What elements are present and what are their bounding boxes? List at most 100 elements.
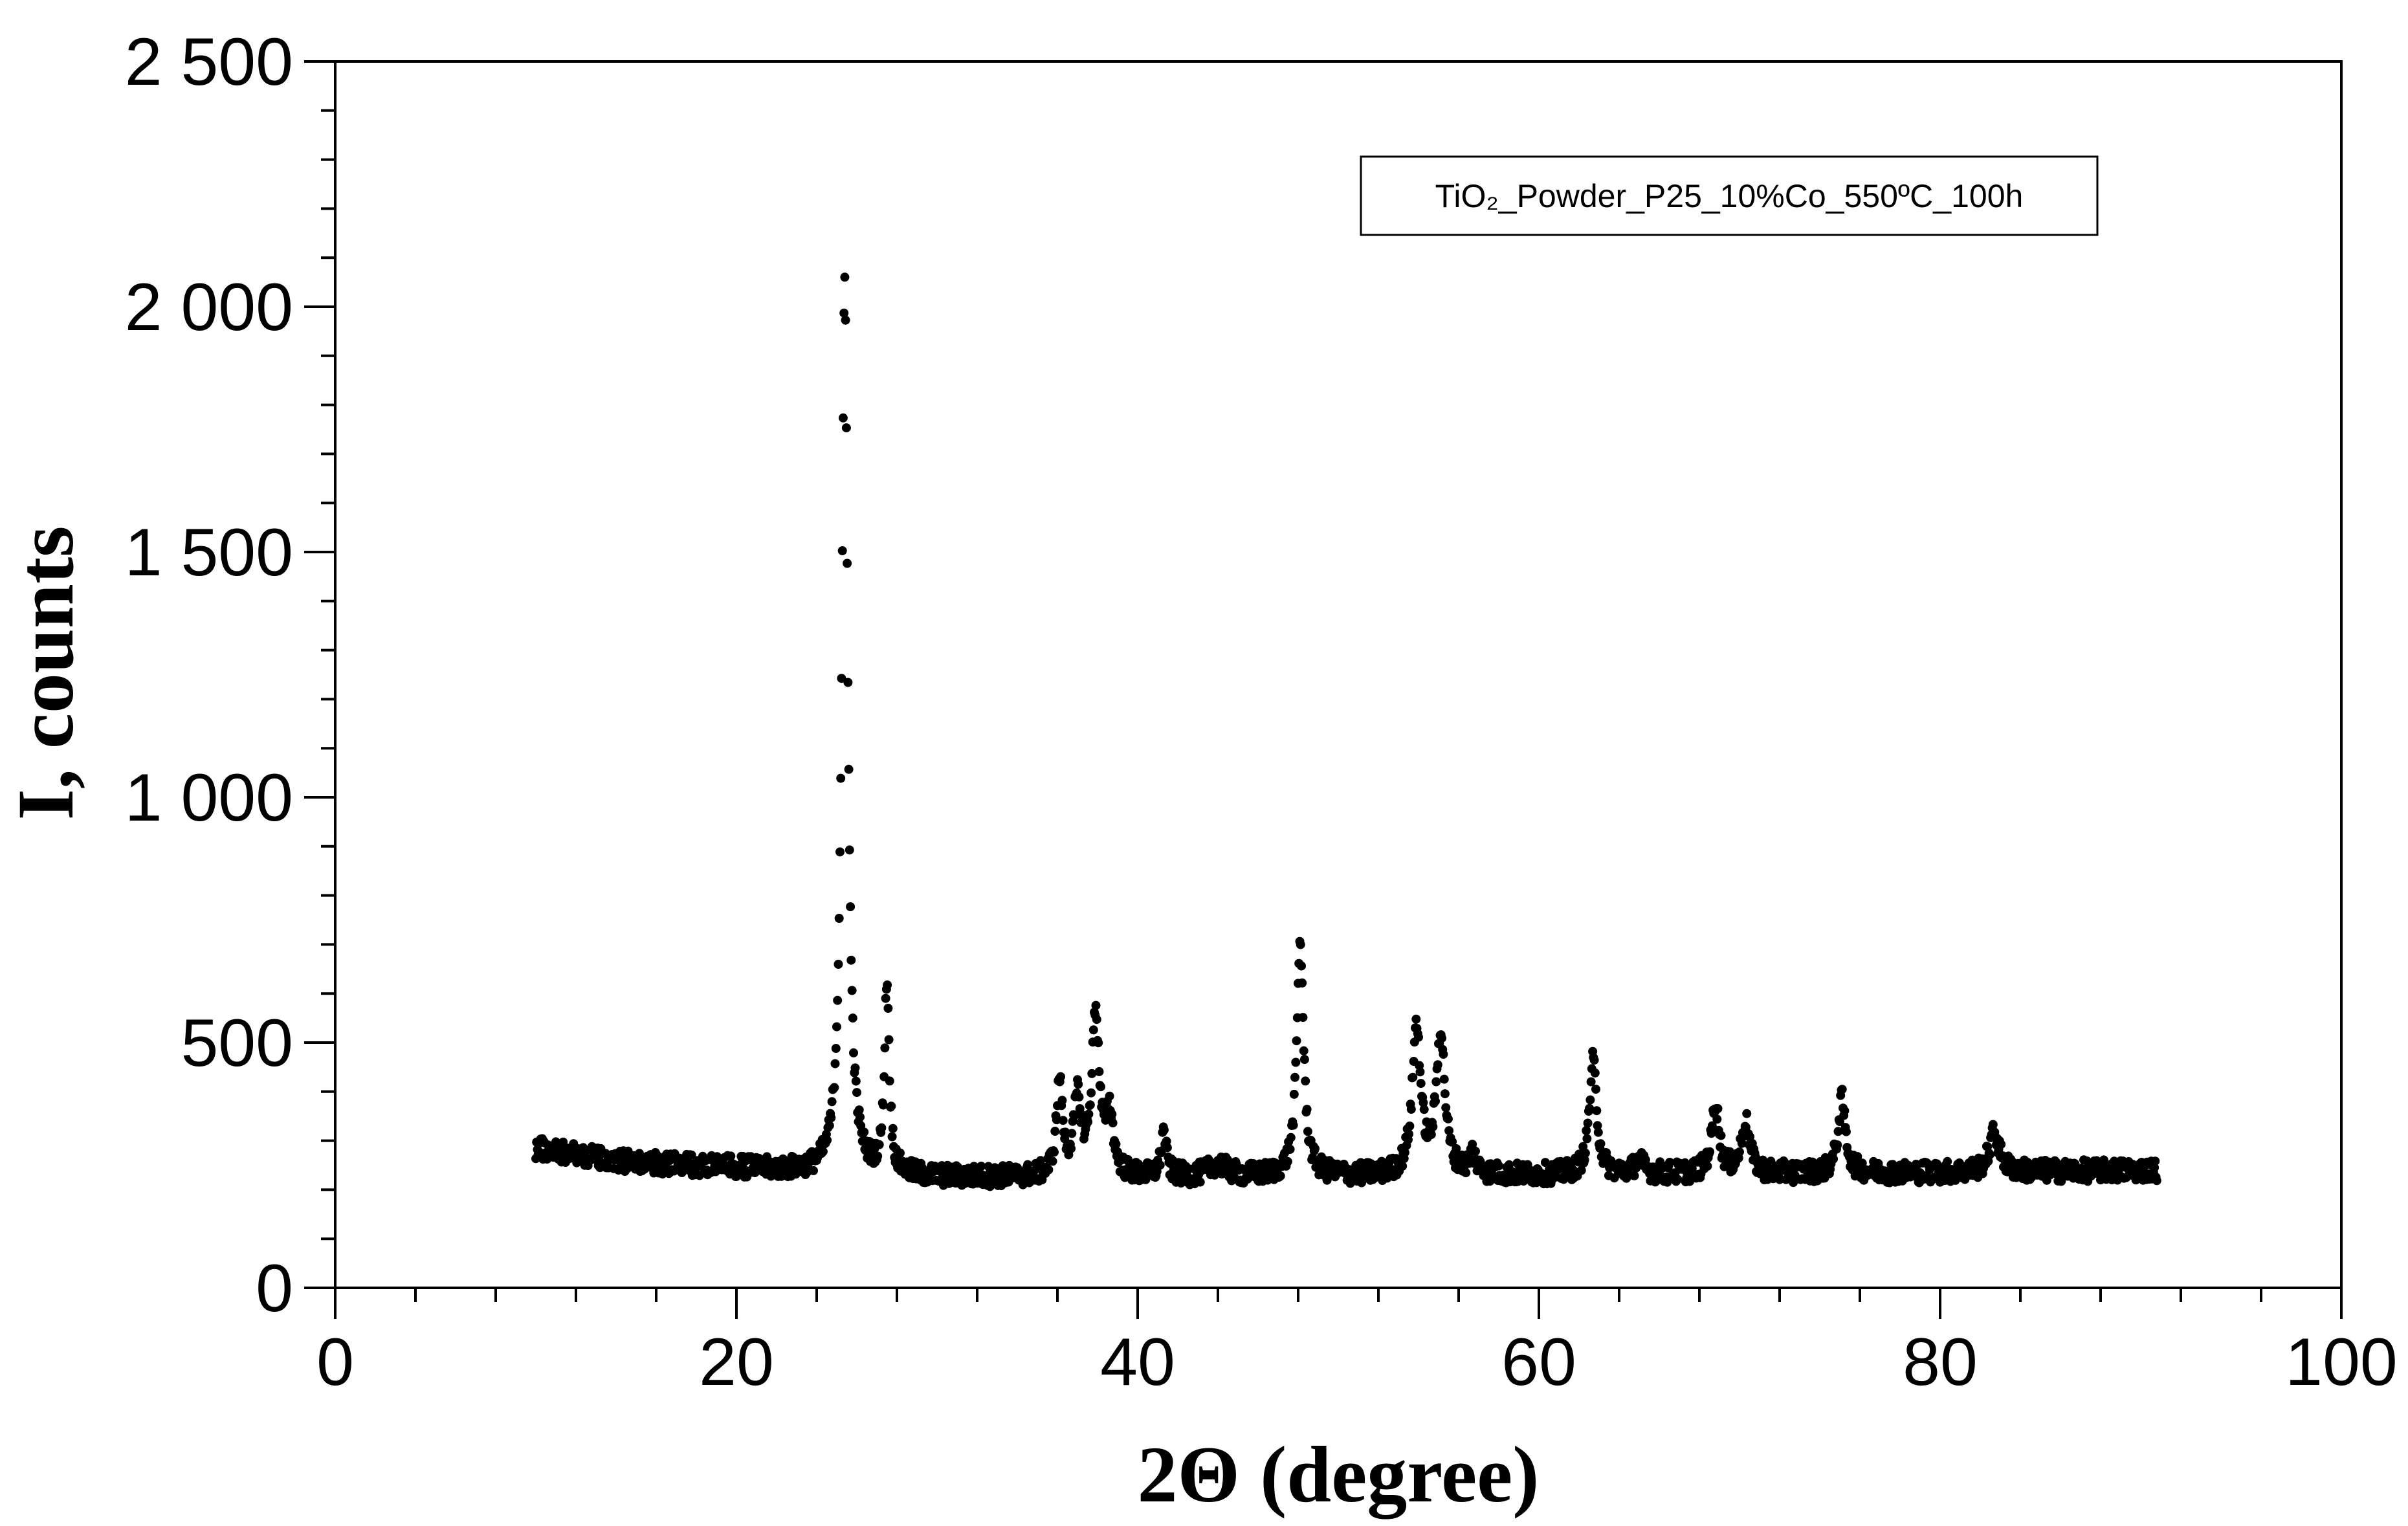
data-point	[1301, 1076, 1310, 1086]
data-point	[1665, 1158, 1675, 1167]
data-point	[885, 1076, 894, 1086]
data-point	[1096, 1082, 1105, 1092]
data-point	[1444, 1126, 1454, 1136]
data-point	[1443, 1114, 1453, 1123]
data-point	[1292, 1036, 1301, 1046]
data-points	[531, 272, 2161, 1191]
data-point	[1159, 1125, 1169, 1134]
data-point	[1452, 1144, 1461, 1153]
data-point	[1087, 1088, 1096, 1098]
data-point	[1091, 1001, 1101, 1010]
data-point	[1310, 1144, 1320, 1153]
data-point	[1276, 1171, 1285, 1181]
data-point	[2057, 1177, 2066, 1186]
data-point	[1290, 1072, 1299, 1082]
data-point	[881, 993, 890, 1003]
data-point	[884, 1035, 894, 1045]
data-point	[1406, 1105, 1416, 1114]
y-tick-label: 1 000	[125, 760, 293, 835]
data-point	[887, 1132, 897, 1142]
data-point	[1583, 1118, 1593, 1128]
data-point	[1066, 1144, 1076, 1153]
data-point	[687, 1150, 696, 1160]
data-point	[1707, 1121, 1717, 1131]
data-point	[843, 558, 852, 568]
data-point	[1289, 1089, 1299, 1099]
data-point	[1414, 1032, 1423, 1042]
data-point	[831, 1044, 841, 1053]
x-tick-label: 100	[2285, 1325, 2398, 1400]
data-point	[1023, 1160, 1033, 1169]
data-point	[1837, 1085, 1847, 1094]
data-point	[849, 1048, 858, 1057]
data-point	[2152, 1176, 2161, 1186]
data-point	[1088, 1025, 1098, 1035]
data-point	[1050, 1147, 1059, 1157]
data-point	[1737, 1138, 1747, 1148]
data-point	[1745, 1132, 1755, 1142]
data-point	[1299, 1046, 1309, 1056]
data-point	[837, 546, 847, 555]
data-point	[1431, 1077, 1441, 1087]
data-point	[1155, 1160, 1165, 1170]
data-point	[1431, 1096, 1440, 1106]
data-point	[846, 955, 856, 965]
data-point	[1107, 1109, 1117, 1119]
data-point	[841, 315, 850, 325]
data-point	[1297, 961, 1306, 971]
data-point	[1943, 1156, 1952, 1166]
data-point	[1707, 1129, 1716, 1138]
y-tick-label: 0	[256, 1251, 293, 1326]
data-point	[1074, 1092, 1084, 1102]
data-point	[1070, 1111, 1079, 1120]
x-axis: 0 20 40 60 80 100	[316, 1288, 2398, 1400]
data-point	[1703, 1162, 1712, 1171]
data-point	[1419, 1105, 1429, 1114]
data-point	[2099, 1155, 2108, 1165]
y-axis-title: I, counts	[1, 526, 90, 821]
data-point	[1775, 1175, 1784, 1184]
data-point	[873, 1151, 883, 1161]
data-point	[851, 1076, 861, 1086]
data-point	[880, 1043, 890, 1053]
data-point	[1405, 1122, 1415, 1131]
data-point	[1085, 1100, 1095, 1110]
data-point	[1471, 1146, 1480, 1156]
data-point	[1590, 1068, 1600, 1078]
data-point	[1505, 1160, 1514, 1169]
data-point	[1419, 1098, 1428, 1107]
data-point	[1437, 1034, 1446, 1043]
data-point	[848, 1013, 857, 1023]
data-point	[823, 1135, 832, 1145]
data-point	[2150, 1156, 2160, 1166]
data-point	[1586, 1077, 1596, 1087]
data-point	[1585, 1103, 1595, 1113]
data-point	[1108, 1118, 1118, 1128]
data-point	[1048, 1156, 1057, 1166]
data-point	[834, 914, 844, 923]
data-point	[809, 1166, 818, 1175]
x-tick-label: 0	[316, 1325, 354, 1400]
data-point	[1404, 1129, 1414, 1139]
data-point	[830, 1083, 839, 1092]
data-point	[1461, 1168, 1471, 1178]
y-axis: 0 500 1 000 1 500 2 000 2 500	[125, 25, 335, 1326]
data-point	[1162, 1143, 1172, 1153]
data-point	[1713, 1104, 1723, 1113]
data-point	[1829, 1154, 1839, 1164]
data-point	[1291, 1057, 1301, 1067]
data-point	[1084, 1109, 1094, 1119]
data-point	[856, 1112, 865, 1122]
data-point	[1582, 1126, 1591, 1135]
data-point	[1804, 1167, 1813, 1177]
data-point	[1283, 1156, 1292, 1166]
data-point	[852, 1088, 861, 1098]
data-point	[1592, 1106, 1602, 1116]
data-point	[843, 678, 853, 687]
data-point	[1141, 1175, 1151, 1184]
data-point	[1996, 1140, 2006, 1149]
y-tick-label: 500	[181, 1006, 293, 1081]
data-point	[1735, 1147, 1744, 1156]
data-point	[830, 1059, 840, 1068]
data-point	[1288, 1120, 1298, 1130]
